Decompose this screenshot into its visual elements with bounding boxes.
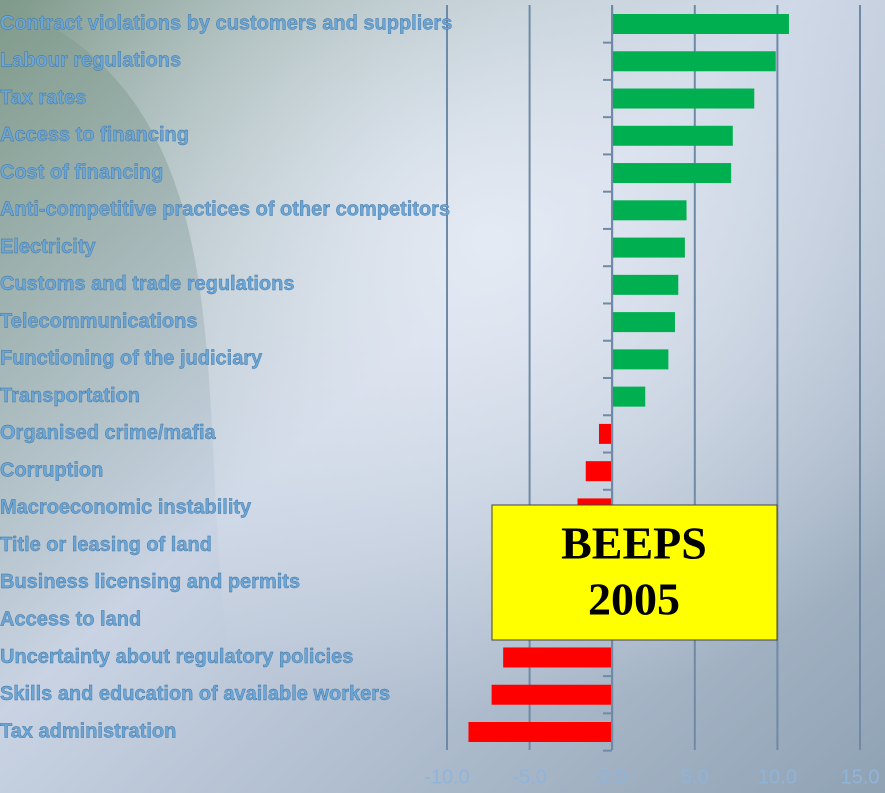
category-label: Labour regulations <box>0 50 181 72</box>
category-label: Tax rates <box>0 87 86 109</box>
bar <box>612 88 755 109</box>
bar <box>612 312 675 333</box>
bar <box>612 386 646 407</box>
x-tick-label: -5.0 <box>512 766 546 788</box>
category-label: Corruption <box>0 459 103 481</box>
x-tick-label: 15.0 <box>841 766 880 788</box>
bar <box>503 647 613 668</box>
bar <box>612 125 733 146</box>
category-label: Telecommunications <box>0 310 197 332</box>
bar <box>598 423 613 444</box>
bar <box>612 14 789 34</box>
category-label: Business licensing and permits <box>0 571 300 593</box>
x-tick-label: -10.0 <box>424 766 470 788</box>
category-label: Skills and education of available worker… <box>0 683 390 705</box>
annotation-text: 2005 <box>588 574 680 625</box>
category-label: Customs and trade regulations <box>0 273 295 295</box>
annotation-text: BEEPS <box>561 518 707 569</box>
bar <box>612 163 732 184</box>
bar <box>612 51 776 72</box>
x-tick-label: 5.0 <box>681 766 709 788</box>
bar <box>585 461 613 482</box>
annotation-box <box>491 504 778 641</box>
bar <box>468 722 613 742</box>
category-label: Organised crime/mafia <box>0 422 217 444</box>
bar <box>612 274 679 295</box>
x-tick-label: 10.0 <box>758 766 797 788</box>
category-label: Contract violations by customers and sup… <box>0 12 452 34</box>
category-label: Transportation <box>0 385 140 407</box>
category-label: Title or leasing of land <box>0 534 212 556</box>
bar <box>612 349 669 370</box>
category-label: Access to financing <box>0 124 189 146</box>
annotation: BEEPS 2005 <box>491 504 778 641</box>
category-label: Functioning of the judiciary <box>0 348 263 370</box>
category-label: Anti-competitive practices of other comp… <box>0 199 450 221</box>
bar <box>491 684 613 705</box>
category-label: Tax administration <box>0 720 176 742</box>
bar <box>612 237 685 258</box>
category-label: Electricity <box>0 236 96 258</box>
category-label: Access to land <box>0 608 141 630</box>
bar <box>612 200 687 221</box>
category-label: Uncertainty about regulatory policies <box>0 646 353 668</box>
x-tick-label: 0.0 <box>598 766 626 788</box>
category-label: Cost of financing <box>0 161 163 183</box>
category-label: Macroeconomic instability <box>0 497 252 519</box>
